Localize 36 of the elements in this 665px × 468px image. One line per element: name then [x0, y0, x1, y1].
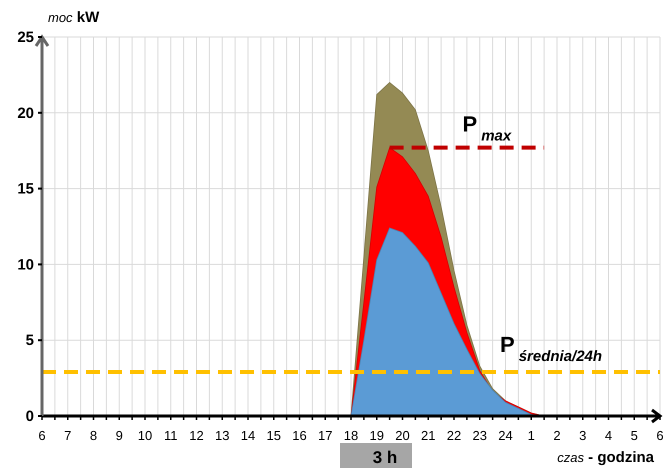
x-tick-label: 9 — [116, 428, 123, 443]
x-tick-label: 23 — [472, 428, 487, 443]
text: 3 h — [372, 448, 398, 467]
x-tick-label: 22 — [446, 428, 462, 443]
x-tick-label: 24 — [498, 428, 513, 443]
x-tick-label: 20 — [395, 428, 410, 443]
y-tick-label: 15 — [17, 180, 34, 198]
x-tick-label: 16 — [292, 428, 307, 443]
x-tick-label: 4 — [604, 428, 612, 443]
x-tick-label: 6 — [656, 428, 664, 443]
x-axis-title: czas - godzina — [557, 449, 655, 466]
x-tick-label: 21 — [421, 428, 436, 443]
x-tick-label: 13 — [215, 428, 230, 443]
x-tick-label: 3 — [579, 428, 586, 443]
y-tick-label: 0 — [26, 408, 34, 425]
y-tick-label: 20 — [17, 104, 34, 122]
x-tick-label: 17 — [318, 428, 332, 443]
x-tick-label: 6 — [38, 428, 46, 443]
x-tick-label: 5 — [630, 428, 638, 443]
ref-line-label: P$_{średnia/24h}$ — [500, 332, 602, 365]
y-axis-title: moc kW — [48, 9, 100, 26]
x-tick-label: 12 — [189, 428, 204, 443]
x-tick-label: 11 — [164, 428, 178, 443]
y-tick-label: 10 — [17, 256, 34, 274]
x-tick-label: 15 — [266, 428, 281, 443]
x-tick-label: 7 — [64, 428, 72, 443]
x-tick-label: 10 — [138, 428, 152, 443]
x-tick-label: 18 — [344, 428, 358, 443]
series-label: P$_{max}$ — [462, 112, 512, 144]
x-tick-label: 19 — [370, 428, 384, 443]
x-tick-label: 2 — [553, 428, 561, 443]
x-tick-label: 8 — [90, 428, 98, 443]
x-tick-label: 1 — [528, 428, 535, 443]
y-tick-label: 5 — [26, 332, 34, 350]
x-tick-label: 14 — [240, 428, 256, 443]
y-tick-label: 25 — [17, 29, 34, 46]
